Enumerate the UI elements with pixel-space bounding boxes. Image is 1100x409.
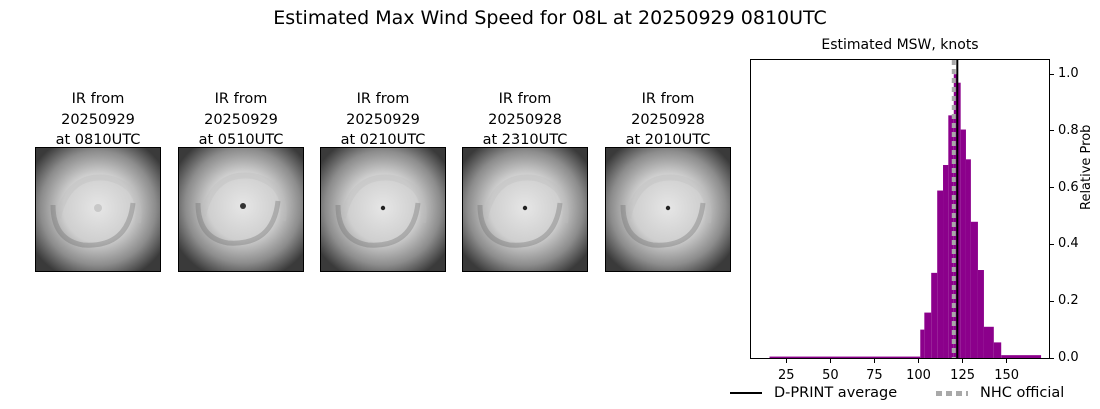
y-tick-mark	[1050, 357, 1054, 359]
y-tick-label: 0.2	[1058, 293, 1079, 309]
histogram-bar	[943, 165, 949, 358]
histogram-bar	[977, 270, 984, 358]
x-tick-mark	[785, 359, 787, 363]
histogram-bar	[948, 115, 954, 358]
x-tick-mark	[873, 359, 875, 363]
histogram-bar	[957, 82, 961, 358]
dotted-line-icon	[936, 390, 968, 396]
panel-title-line3: at 0510UTC	[198, 132, 284, 148]
ir-satellite-image	[462, 147, 588, 272]
panel-title-line2: 20250929	[61, 111, 135, 128]
x-tick-mark	[1006, 359, 1008, 363]
x-tick-mark	[829, 359, 831, 363]
histogram-bar	[970, 221, 978, 358]
panel-title-line1: IR from	[498, 91, 552, 107]
x-tick-mark	[918, 359, 919, 363]
panel-title-line2: 20250928	[631, 111, 705, 128]
panel-title-line2: 20250929	[204, 111, 278, 128]
histogram-bar	[965, 159, 971, 358]
panel-title: IR from 20250929 at 0210UTC	[300, 89, 466, 151]
x-tick-label: 25	[777, 368, 795, 383]
x-tick-label: 100	[906, 368, 931, 383]
panel-title-line2: 20250929	[346, 111, 420, 128]
legend-item-dprint: D-PRINT average	[730, 385, 897, 401]
histogram-bar	[931, 272, 938, 358]
panel-title-line3: at 0210UTC	[340, 132, 426, 148]
x-tick-mark	[962, 359, 964, 363]
panel-title: IR from 20250929 at 0810UTC	[15, 89, 181, 151]
ir-satellite-image	[605, 147, 731, 272]
panel-title-line1: IR from	[71, 91, 125, 107]
y-tick-mark	[1050, 300, 1054, 302]
panel-title: IR from 20250929 at 0510UTC	[158, 89, 324, 151]
panel-title-line3: at 0810UTC	[55, 132, 141, 148]
y-tick-mark	[1050, 187, 1054, 189]
panel-title: IR from 20250928 at 2310UTC	[442, 89, 608, 151]
x-tick-label: 50	[822, 368, 839, 383]
x-tick-label: 150	[994, 368, 1020, 383]
histogram-bar	[769, 356, 921, 359]
panel-title-line3: at 2310UTC	[482, 132, 568, 148]
y-tick-label: 0.6	[1058, 179, 1079, 195]
y-axis-label: Relative Prob	[1079, 124, 1094, 210]
panel-title-line2: 20250928	[488, 111, 562, 128]
y-tick-label: 0.0	[1058, 350, 1079, 365]
panel-title-line1: IR from	[356, 91, 410, 107]
y-tick-label: 1.0	[1058, 66, 1079, 82]
x-tick-label: 75	[866, 368, 883, 383]
y-tick-mark	[1050, 73, 1054, 75]
legend-label-nhc: NHC official	[980, 385, 1065, 401]
panel-title-line1: IR from	[214, 91, 268, 107]
chart-title: Estimated MSW, knots	[821, 37, 979, 53]
ir-satellite-image	[320, 147, 446, 272]
solid-line-icon	[730, 392, 762, 394]
figure-title: Estimated Max Wind Speed for 08L at 2025…	[273, 7, 827, 29]
panel-title-line3: at 2010UTC	[625, 132, 711, 148]
y-tick-mark	[1050, 243, 1054, 245]
ir-satellite-image	[35, 147, 161, 272]
legend-item-nhc: NHC official	[936, 385, 1064, 401]
x-tick-label: 125	[950, 368, 975, 383]
panel-title-line1: IR from	[641, 91, 695, 107]
histogram-axes	[750, 59, 1050, 359]
ir-satellite-image	[178, 147, 304, 272]
y-tick-mark	[1050, 130, 1054, 132]
histogram-bar	[937, 190, 944, 358]
histogram-bar	[1001, 355, 1042, 358]
y-tick-label: 0.4	[1058, 236, 1079, 252]
histogram-bar	[920, 329, 925, 358]
y-tick-label: 0.8	[1058, 122, 1079, 138]
histogram-bar	[960, 129, 966, 358]
legend-label-dprint: D-PRINT average	[774, 385, 898, 401]
histogram-bar	[993, 342, 1002, 358]
histogram-bar	[983, 326, 994, 358]
panel-title: IR from 20250928 at 2010UTC	[585, 89, 751, 151]
histogram-bar	[924, 312, 932, 358]
histogram-plot	[769, 60, 1042, 359]
